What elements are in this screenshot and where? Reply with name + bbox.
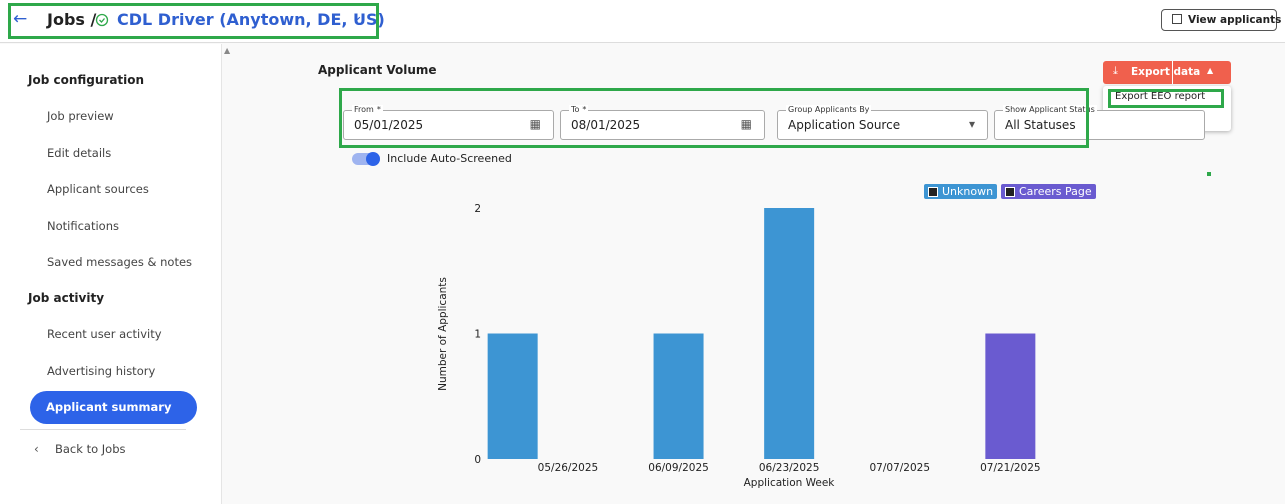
x-tick-label: 06/09/2025	[648, 462, 709, 474]
field-icon: ▦	[740, 117, 752, 131]
filter-value: 08/01/2025	[571, 118, 641, 132]
required-mark: *	[376, 105, 381, 114]
header: ← Jobs / CDL Driver (Anytown, DE, US) ⌄ …	[0, 0, 1285, 43]
bar	[487, 333, 538, 459]
filter-label: To *	[569, 105, 589, 114]
required-mark: *	[582, 105, 587, 114]
status-icon	[95, 13, 109, 27]
nav-item[interactable]: Recent user activity	[47, 327, 162, 342]
x-tick-label: 05/26/2025	[538, 462, 599, 474]
section-title: Applicant Volume	[318, 63, 437, 77]
y-tick-label: 0	[474, 454, 481, 466]
back-link[interactable]: Back to Jobs	[55, 442, 126, 456]
field-icon: ▾	[968, 117, 975, 131]
job-title[interactable]: CDL Driver (Anytown, DE, US)	[117, 10, 385, 29]
filter-value: All Statuses	[1005, 118, 1076, 132]
x-tick-label: 07/07/2025	[869, 462, 930, 474]
filter-label-text: Group Applicants By	[788, 105, 870, 114]
nav-item[interactable]: Edit details	[47, 145, 112, 160]
highlight	[339, 88, 1089, 148]
highlight	[8, 3, 379, 39]
y-tick-label: 2	[474, 203, 481, 215]
filter-field[interactable]: From * 05/01/2025 ▦	[343, 105, 554, 140]
back-arrow[interactable]: ←	[13, 9, 28, 29]
filter-field[interactable]: To * 08/01/2025 ▦	[560, 105, 765, 140]
menu-item[interactable]: Export EEO report	[1115, 91, 1206, 102]
filter-label-text: Show Applicant Status	[1005, 105, 1095, 114]
x-tick-label: 06/23/2025	[759, 462, 820, 474]
y-axis-title: Number of Applicants	[437, 277, 449, 391]
sidebar: ▲ ‹ Back to Jobs Job configuration Job pr…	[0, 44, 230, 504]
export-toggle[interactable]: ▲	[1207, 66, 1214, 75]
back-chevron: ‹	[34, 442, 39, 456]
toggle[interactable]	[352, 152, 380, 166]
filter-value: 05/01/2025	[354, 118, 424, 132]
nav-item[interactable]: Notifications	[47, 218, 119, 233]
export-button[interactable]: ⤓ Export data ▲	[1103, 61, 1231, 84]
filter-label-text: To	[571, 105, 580, 114]
legend-item[interactable]: Careers Page	[1001, 184, 1096, 199]
filter-label: Group Applicants By	[786, 105, 872, 114]
divider	[20, 429, 186, 430]
highlight	[1108, 89, 1224, 108]
x-tick-label: 07/21/2025	[980, 462, 1041, 474]
filter-value: Application Source	[788, 118, 901, 132]
marker	[1207, 172, 1211, 176]
bar	[653, 333, 704, 459]
bar	[764, 208, 815, 459]
job-dropdown[interactable]: ⌄	[352, 9, 363, 24]
nav-item[interactable]: Applicant summary	[30, 391, 197, 425]
view-applicants-button[interactable]: View applicants	[1161, 9, 1281, 31]
legend-item[interactable]: Unknown	[924, 184, 998, 199]
nav-item[interactable]: Job preview	[47, 109, 114, 124]
y-tick-label: 1	[474, 329, 481, 341]
chart: Number of Applicants Application Week 0 1…	[437, 203, 1041, 489]
view-icon	[1172, 14, 1182, 24]
x-axis-title: Application Week	[744, 477, 836, 489]
nav-item[interactable]: Saved messages & notes	[47, 255, 193, 269]
nav-item[interactable]: Advertising history	[47, 363, 156, 378]
scroll-up[interactable]: ▲	[224, 46, 231, 55]
bar	[985, 333, 1036, 459]
breadcrumb[interactable]: Jobs /	[47, 10, 97, 29]
filter-label: From *	[352, 105, 383, 114]
section-heading: Job configuration	[28, 73, 145, 87]
filter-field[interactable]: Show Applicant Status All Statuses	[994, 105, 1205, 140]
filter-field[interactable]: Group Applicants By Application Source ▾	[777, 105, 988, 140]
filter-label: Show Applicant Status	[1003, 105, 1097, 114]
filter-label-text: From	[354, 105, 374, 114]
export-label[interactable]: Export data	[1131, 66, 1201, 78]
section-heading: Job activity	[28, 291, 105, 305]
nav-item[interactable]: Applicant sources	[47, 182, 149, 197]
toggle-label[interactable]: Include Auto-Screened	[387, 152, 512, 165]
field-icon: ▦	[529, 117, 541, 131]
divider	[1172, 61, 1173, 84]
